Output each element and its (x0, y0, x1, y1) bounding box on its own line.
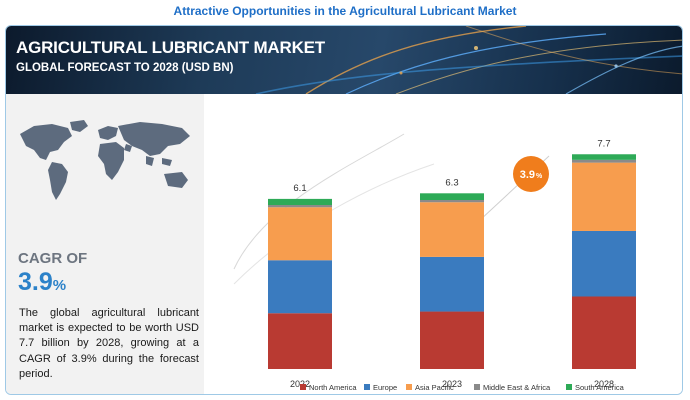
cagr-label: CAGR OF (18, 250, 88, 267)
bar-segment-asia-pacific-2028 (572, 162, 636, 231)
legend-swatch-south-america (566, 384, 572, 390)
banner-title: AGRICULTURAL LUBRICANT MARKET (16, 38, 325, 57)
x-tick-label-2023: 2023 (442, 379, 462, 389)
legend-label-middle-east-africa: Middle East & Africa (483, 383, 551, 392)
infographic-card: AGRICULTURAL LUBRICANT MARKET GLOBAL FOR… (5, 25, 683, 395)
cagr-badge: 3.9% (513, 156, 549, 192)
bar-segment-europe-2028 (572, 230, 636, 297)
bar-segment-south-america-2023 (420, 193, 484, 201)
stacked-bar-chart: 6.16.37.7 202220232028 3.9% North Americ… (233, 133, 636, 392)
bar-segment-south-america-2028 (572, 154, 636, 160)
header-banner: AGRICULTURAL LUBRICANT MARKET GLOBAL FOR… (6, 26, 682, 94)
legend-label-europe: Europe (373, 383, 397, 392)
bar-segment-middle-east-africa-2023 (420, 200, 484, 203)
cagr-unit: % (52, 277, 67, 294)
market-summary-text: The global agricultural lubricant market… (19, 307, 199, 380)
bar-segment-asia-pacific-2023 (420, 202, 484, 257)
legend-swatch-north-america (300, 384, 306, 390)
world-map-icon (20, 120, 190, 200)
legend-label-south-america: South America (575, 383, 625, 392)
legend-swatch-asia-pacific (406, 384, 412, 390)
legend-label-north-america: North America (309, 383, 357, 392)
legend-label-asia-pacific: Asia Pacific (415, 383, 454, 392)
bar-segment-south-america-2022 (268, 198, 332, 206)
total-label-2028: 7.7 (597, 138, 610, 149)
cagr-badge-text: 3.9% (520, 169, 543, 181)
decorative-curve (233, 163, 435, 285)
bar-segment-middle-east-africa-2022 (268, 205, 332, 208)
cagr-badge-circle (513, 156, 549, 192)
total-label-2022: 6.1 (293, 183, 306, 194)
bar-segment-north-america-2023 (420, 311, 484, 369)
bar-segment-asia-pacific-2022 (268, 207, 332, 261)
bar-segment-europe-2023 (420, 256, 484, 312)
banner-subtitle: GLOBAL FORECAST TO 2028 (USD BN) (16, 62, 234, 74)
chart-legend: North America Europe Asia Pacific Middle Ea… (300, 383, 625, 392)
legend-swatch-europe (364, 384, 370, 390)
cagr-number: 3.9 (18, 268, 53, 296)
total-labels-group: 6.1 6.3 7.7 (293, 138, 610, 194)
chart-area: 6.16.37.7 202220232028 3.9% North Americ… (204, 94, 682, 394)
cagr-value: 3.9% (18, 268, 66, 297)
legend-swatch-middle-east-africa (474, 384, 480, 390)
bars-group (268, 154, 636, 369)
bar-segment-north-america-2022 (268, 313, 332, 369)
banner-light-streaks (255, 26, 682, 94)
bar-segment-north-america-2028 (572, 296, 636, 369)
bar-segment-europe-2022 (268, 260, 332, 314)
decorative-curve (233, 133, 405, 270)
page-title: Attractive Opportunities in the Agricult… (173, 4, 517, 18)
x-tick-label-2028: 2028 (594, 379, 614, 389)
summary-panel: CAGR OF 3.9% The global agricultural lub… (6, 94, 204, 394)
total-label-2023: 6.3 (445, 177, 458, 188)
bar-segment-middle-east-africa-2028 (572, 159, 636, 163)
